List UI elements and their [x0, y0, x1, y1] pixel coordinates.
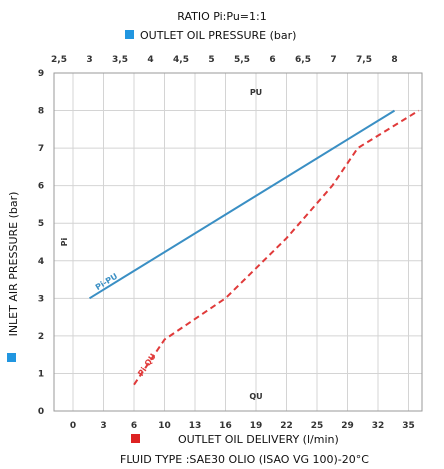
top-tick-label: 5,5	[234, 55, 250, 65]
x-tick-label: 0	[70, 421, 76, 431]
x-tick-label: 6	[131, 421, 137, 431]
top-tick-label: 3	[86, 55, 92, 65]
inner-label-pu: PU	[250, 88, 262, 97]
series-line-pi-pu	[88, 109, 396, 300]
y-tick-label: 0	[38, 407, 44, 417]
top-tick-label: 4	[147, 55, 153, 65]
x-axis-ticks: 0 3 6 10 13 16 19 22 25 29 32 35	[70, 421, 415, 431]
y-tick-label: 7	[38, 144, 44, 154]
y-tick-label: 5	[38, 219, 44, 229]
y-tick-label: 4	[38, 257, 44, 267]
top-tick-label: 2,5	[51, 55, 67, 65]
y-axis-label: INLET AIR PRESSURE (bar)	[7, 192, 20, 337]
top-tick-label: 6	[269, 55, 275, 65]
top-tick-label: 7	[330, 55, 336, 65]
chart-title: RATIO Pi:Pu=1:1	[177, 10, 266, 23]
fluid-type-note: FLUID TYPE :SAE30 OLIO (ISAO VG 100)-20°…	[120, 453, 369, 466]
top-axis-ticks: 2,5 3 3,5 4 4,5 5 5,5 6 6,5 7 7,5 8	[51, 55, 398, 65]
x-tick-label: 35	[402, 421, 415, 431]
x-tick-label: 16	[219, 421, 232, 431]
y-tick-label: 6	[38, 182, 44, 192]
outlet-oil-delivery-legend-marker	[131, 434, 140, 443]
plot-frame	[53, 72, 423, 412]
x-tick-label: 13	[189, 421, 202, 431]
series-line-pi-qu	[133, 109, 420, 386]
inner-label-pi: Pi	[60, 237, 69, 246]
x-tick-label: 29	[341, 421, 354, 431]
grid	[54, 73, 422, 411]
inner-label-qu: QU	[249, 392, 262, 401]
x-tick-label: 3	[100, 421, 106, 431]
top-tick-label: 7,5	[356, 55, 372, 65]
x-tick-label: 19	[250, 421, 263, 431]
top-tick-label: 6,5	[295, 55, 311, 65]
x-tick-label: 10	[158, 421, 171, 431]
y-axis-ticks: 0 1 2 3 4 5 6 7 8 9	[38, 69, 44, 417]
top-tick-label: 5	[208, 55, 214, 65]
top-tick-label: 3,5	[112, 55, 128, 65]
y-tick-label: 3	[38, 294, 44, 304]
x-tick-label: 22	[280, 421, 293, 431]
y-tick-label: 2	[38, 332, 44, 342]
x-tick-label: 25	[311, 421, 324, 431]
top-axis-label: OUTLET OIL PRESSURE (bar)	[140, 29, 296, 42]
inlet-air-pressure-legend-marker	[7, 353, 16, 362]
y-tick-label: 8	[38, 107, 44, 117]
y-tick-label: 1	[38, 369, 44, 379]
x-tick-label: 32	[372, 421, 385, 431]
top-tick-label: 4,5	[173, 55, 189, 65]
top-tick-label: 8	[391, 55, 397, 65]
x-axis-label: OUTLET OIL DELIVERY (l/min)	[178, 433, 339, 446]
y-tick-label: 9	[38, 69, 44, 79]
outlet-oil-pressure-legend-marker	[125, 30, 134, 39]
y-axis-label-group: INLET AIR PRESSURE (bar)	[7, 192, 20, 337]
